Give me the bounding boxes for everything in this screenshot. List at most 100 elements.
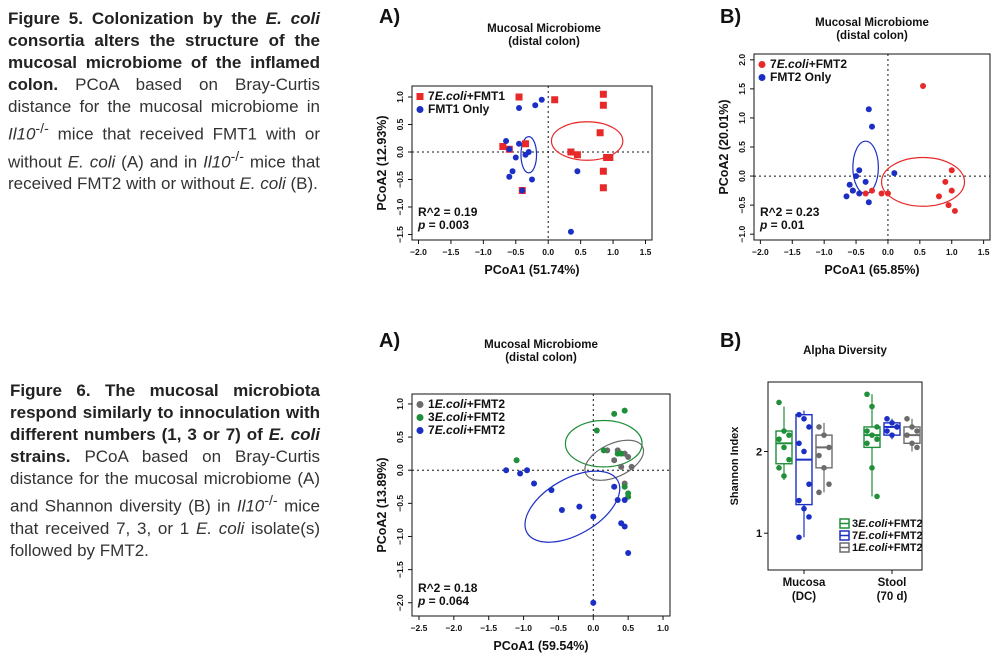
figure-6-caption: Figure 6. The mucosal microbiota respond… (10, 380, 320, 562)
fig5b-point-s0-7 (948, 187, 955, 194)
fig5b-stat-1: p = 0.01 (759, 218, 805, 232)
fig6a-point-s2-4 (548, 487, 555, 494)
fig5a-point-s1-10 (529, 176, 535, 183)
fig5b-point-s0-0 (920, 82, 927, 89)
fig6b-point-0-1-7 (869, 465, 875, 471)
fig5b-ytick-label-0: −1.0 (737, 226, 747, 243)
fig6a-ytick-label-5: 0.5 (395, 431, 405, 443)
fig5-bold-1: Colonization by the (91, 9, 257, 28)
fig6a-legend-label-1: 3E.coli+FMT2 (428, 410, 505, 424)
fig5b-xtick-label-6: 1.0 (946, 247, 958, 257)
fig6a-xtick-label-1: −2.0 (445, 623, 462, 633)
fig5b-point-s1-9 (891, 170, 898, 177)
fig6a-point-extra-2 (621, 523, 628, 530)
fig5b-legend-label-1: FMT2 Only (770, 70, 832, 84)
fig6b-point-0-1-1 (869, 403, 875, 410)
fig5b-legend-marker-0 (758, 61, 766, 68)
fig6a-legend-label-0: 1E.coli+FMT2 (428, 397, 505, 411)
fig6-bold-1: The mucosal microbiota respond similarly… (10, 381, 320, 444)
fig5a-point-s0-3 (573, 151, 581, 159)
fig6b-point-2-0-6 (816, 489, 822, 496)
fig6a-point-s2-2 (524, 467, 531, 474)
fig5a-point-s1-5 (516, 140, 523, 147)
fig5a-point-s1-14 (538, 96, 545, 103)
fig6a-ytick-label-4: 0.0 (395, 464, 405, 476)
fig5a-ytick-label-2: −0.5 (395, 171, 405, 188)
fig6-text-3: isolate(s) followed by FMT2. (10, 518, 321, 560)
fig6b-legend-label-2: 1E.coli+FMT2 (852, 542, 923, 554)
fig5a-xtick-label-6: 1.0 (607, 247, 619, 257)
fig6a-pcoa-chart: Mucosal Microbiome(distal colon) −2.5 −2.0… (375, 339, 671, 653)
fig5a-xtick-label-4: 0.0 (542, 247, 554, 257)
fig5b-ytick-label-3: 0.5 (737, 141, 747, 153)
fig5b-point-s1-3 (846, 181, 853, 188)
fig6a-stat-0: R^2 = 0.18 (418, 581, 478, 595)
fig5b-xtick-label-5: 0.5 (914, 247, 926, 257)
fig5b-ytick-label-1: −0.5 (737, 196, 747, 213)
fig6a-xtick-label-7: 1.0 (657, 623, 669, 633)
fig5b-point-s0-3 (869, 187, 875, 194)
fig6b-point-0-0-4 (781, 444, 787, 451)
fig5a-ytick-label-1: −1.0 (395, 198, 405, 215)
fig6b-box-2-0 (815, 434, 833, 469)
fig6b-category-sub-1: (70 d) (877, 591, 908, 603)
fig6a-title: Mucosal Microbiome (484, 339, 598, 351)
fig6-ecoli: E. coli (268, 425, 321, 444)
fig6-panel-a-letter: A) (379, 330, 401, 352)
fig6b-point-2-1-4 (909, 440, 915, 447)
fig5a-xlabel: PCoA1 (51.74%) (484, 263, 579, 277)
fig6a-point-extra-3 (625, 550, 632, 557)
fig5a-legend-label-0: 7E.coli+FMT1 (428, 89, 505, 103)
fig6a-point-s1-5 (618, 450, 625, 457)
fig6a-stat-1: p = 0.064 (417, 594, 469, 608)
fig5a-legend-marker-0 (416, 93, 424, 100)
fig5b-stat-0: R^2 = 0.23 (760, 205, 820, 219)
fig5a-ellipse-0 (550, 121, 624, 161)
fig6b-point-2-0-0 (816, 424, 822, 430)
fig6b-point-1-1-3 (884, 428, 890, 434)
fig5b-legend-label-0: 7E.coli+FMT2 (770, 57, 847, 71)
fig5a-point-s1-3 (506, 146, 513, 153)
fig5a-pcoa-chart: Mucosal Microbiome(distal colon) −2.0 −1.5… (375, 23, 653, 277)
fig5b-point-s0-11 (948, 167, 955, 174)
fig6b-ytick-label-1: 2 (756, 446, 762, 458)
fig6a-point-s1-2 (621, 407, 628, 414)
fig5-text-2: mice that received FMT1 with or without (8, 124, 320, 172)
fig5-bold-2: consortia alters the structure of the mu… (8, 31, 320, 94)
fig5b-ytick-label-4: 1.0 (737, 112, 747, 124)
fig6b-point-2-1-1 (909, 424, 915, 430)
fig6a-xtick-label-3: −1.0 (515, 623, 532, 633)
fig5a-ytick-label-5: 1.0 (395, 91, 405, 103)
fig6a-subtitle: (distal colon) (505, 352, 577, 364)
fig5a-point-s0-0 (515, 93, 523, 101)
fig6b-point-1-0-7 (801, 505, 807, 512)
fig5a-title: Mucosal Microbiome (487, 23, 601, 35)
fig6b-ytick-label-0: 1 (756, 528, 762, 540)
fig6b-point-2-0-3 (816, 452, 822, 459)
fig5a-xtick-label-0: −2.0 (410, 247, 427, 257)
fig6a-ytick-label-1: −1.5 (395, 561, 405, 578)
fig5b-xtick-label-1: −1.5 (784, 247, 801, 257)
fig5a-ytick-label-0: −1.5 (395, 226, 405, 243)
fig6b-point-0-1-3 (864, 428, 870, 434)
fig6-panel-b-letter: B) (720, 330, 742, 352)
fig6a-point-s1-3 (600, 447, 607, 454)
fig5b-xtick-label-2: −1.0 (816, 247, 833, 257)
fig6a-point-s1-1 (611, 410, 618, 417)
fig6a-point-s2-3 (531, 480, 538, 487)
fig5b-ylabel: PCoA2 (20.01%) (717, 99, 731, 194)
fig6b-point-2-0-1 (821, 432, 827, 438)
fig5a-point-s0-7 (599, 90, 607, 98)
fig5a-point-s0-11 (599, 167, 607, 175)
fig6b-point-0-0-2 (786, 432, 792, 438)
fig6a-ytick-label-2: −1.0 (395, 528, 405, 545)
fig6b-category-0: Mucosa (783, 577, 826, 589)
fig6b-point-2-1-0 (904, 415, 910, 422)
fig6a-xtick-label-6: 0.5 (622, 623, 634, 633)
fig5b-point-s0-6 (942, 178, 949, 185)
fig6b-point-2-1-2 (914, 428, 920, 434)
fig5a-point-s1-4 (512, 154, 519, 161)
fig6b-category-1: Stool (878, 577, 907, 589)
fig6a-point-s1-8 (513, 457, 520, 464)
fig5b-point-s1-6 (862, 178, 869, 185)
